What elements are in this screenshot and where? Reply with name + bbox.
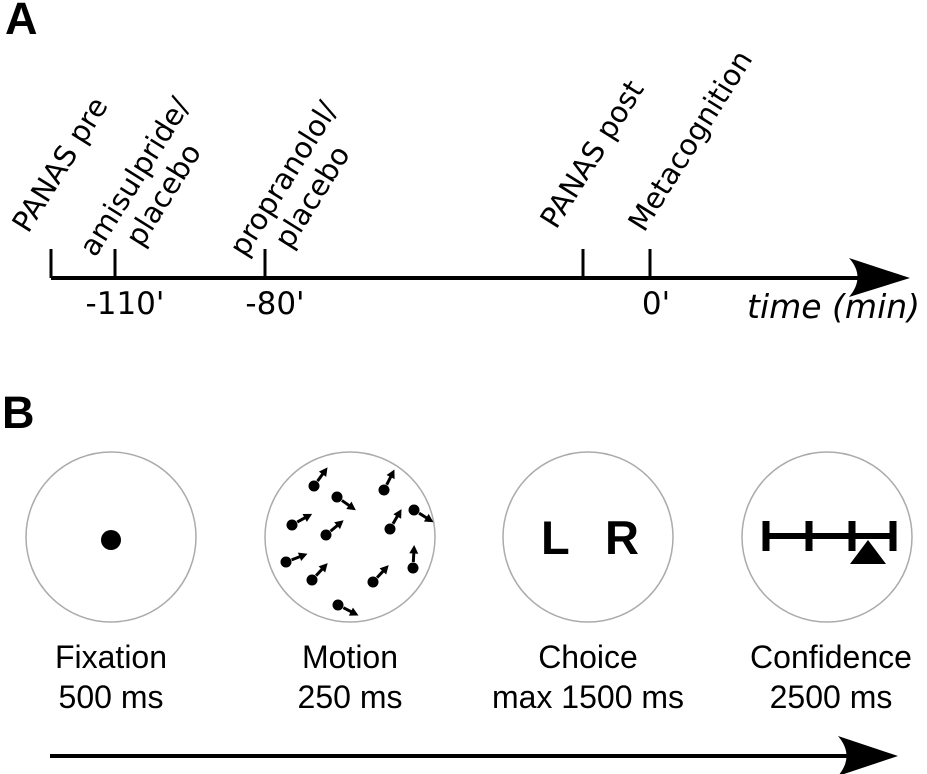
motion-dot-arrow (314, 567, 325, 577)
timeline-tick-label-zero: 0' (641, 286, 671, 322)
motion-dots-icon (280, 467, 434, 616)
motion-dot-arrowhead (379, 565, 389, 575)
motion-dot-arrow (375, 569, 386, 579)
motion-dot (286, 519, 298, 531)
motion-dot-arrow (411, 551, 416, 563)
confidence-scale-icon (762, 521, 897, 564)
motion-dot-arrow (342, 606, 353, 614)
motion-dot (280, 556, 292, 568)
motion-dot-arrowhead (334, 520, 344, 530)
motion-dot (378, 484, 390, 496)
motion-dot-arrowhead (346, 501, 356, 511)
motion-dot (408, 504, 420, 516)
motion-dot-arrow (341, 499, 351, 508)
motion-dot-arrowhead (423, 513, 434, 523)
motion-dot-arrow (316, 472, 325, 483)
stage-name-motion: Motion (301, 639, 399, 675)
stage-duration-fixation: 500 ms (58, 679, 164, 715)
confidence-marker-icon (850, 540, 886, 564)
motion-dot (331, 491, 343, 503)
stage-duration-motion: 250 ms (297, 679, 403, 715)
motion-dot (320, 529, 332, 541)
time-axis-label: time (min) (747, 287, 921, 326)
timeline-axis (49, 249, 910, 297)
timeline-tick-label-minus110: -110' (85, 286, 165, 322)
panel-b-label: B (2, 387, 35, 438)
motion-dot-arrow (291, 554, 302, 562)
motion-dot-arrow (418, 511, 429, 520)
stage-duration-confidence: 2500 ms (769, 679, 893, 715)
motion-dot (306, 574, 318, 586)
motion-dot-arrow (329, 523, 340, 533)
motion-dot-arrow (385, 475, 393, 486)
fixation-dot-icon (101, 530, 121, 550)
confidence-circle (741, 451, 913, 623)
motion-dot-arrow (296, 515, 307, 524)
stage-name-choice: Choice (538, 639, 638, 675)
choice-option-left: L (541, 511, 570, 564)
timeline-arrowhead-icon (849, 258, 910, 297)
stage-name-confidence: Confidence (750, 639, 912, 675)
stage-name-fixation: Fixation (54, 639, 168, 675)
motion-dot-arrowhead (297, 552, 308, 562)
motion-dot (367, 576, 379, 588)
panel-a-label: A (5, 0, 38, 44)
motion-dot-arrowhead (348, 607, 359, 616)
stage-duration-choice: max 1500 ms (491, 679, 685, 715)
stimulus-circles (25, 451, 913, 623)
motion-dot-arrowhead (393, 509, 402, 519)
motion-dot (407, 562, 419, 574)
motion-dot-arrowhead (386, 469, 395, 480)
motion-dot-arrowhead (318, 563, 328, 573)
motion-dot-arrowhead (318, 467, 328, 477)
motion-dot (384, 523, 396, 535)
motion-dot-arrowhead (302, 513, 313, 522)
motion-dot-arrowhead (409, 545, 419, 554)
motion-dot (308, 480, 320, 492)
motion-dot-arrow (391, 514, 400, 525)
fixation-circle (25, 451, 197, 623)
motion-circle (264, 451, 436, 623)
choice-option-right: R (605, 511, 639, 564)
trial-arrowhead-icon (838, 736, 898, 774)
motion-dot (332, 599, 344, 611)
trial-sequence-arrow (50, 736, 898, 774)
timeline-tick-label-minus80: -80' (245, 286, 305, 322)
choice-circle (502, 451, 674, 623)
